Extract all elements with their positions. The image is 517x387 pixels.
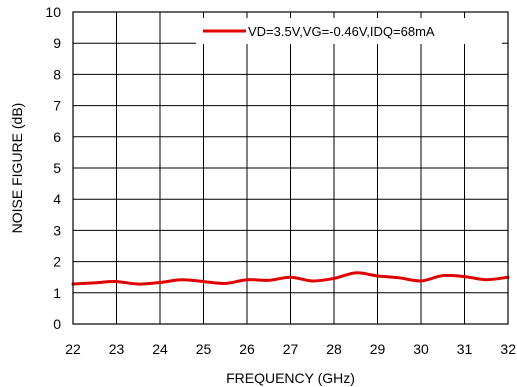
x-tick-label: 24 [152,341,168,357]
series-group [71,271,510,286]
x-tick-label: 31 [457,341,473,357]
plot-frame [72,11,509,325]
x-tick-label: 29 [370,341,386,357]
y-axis-title: NOISE FIGURE (dB) [9,103,25,234]
x-tick-label: 23 [109,341,125,357]
x-tick-label: 28 [326,341,342,357]
y-tick-label: 0 [53,316,61,332]
series-line-0 [71,271,510,286]
y-tick-label: 4 [53,191,61,207]
y-tick-label: 2 [53,254,61,270]
y-tick-label: 5 [53,160,61,176]
y-tick-labels: 0 1 2 3 4 5 6 7 8 9 10 [45,4,61,332]
x-tick-label: 27 [283,341,299,357]
y-tick-label: 6 [53,129,61,145]
x-tick-labels: 22 23 24 25 26 27 28 29 30 31 32 [65,341,516,357]
x-tick-label: 26 [239,341,255,357]
y-tick-label: 7 [53,98,61,114]
x-tick-label: 30 [413,341,429,357]
y-tick-label: 9 [53,35,61,51]
y-tick-label: 1 [53,285,61,301]
y-tick-label: 10 [45,4,61,20]
x-axis-title: FREQUENCY (GHz) [226,370,355,386]
x-tick-label: 32 [500,341,516,357]
y-tick-label: 3 [53,222,61,238]
legend-box [196,18,502,44]
legend-label: VD=3.5V,VG=-0.46V,IDQ=68mA [248,24,435,39]
x-tick-label: 25 [196,341,212,357]
legend: VD=3.5V,VG=-0.46V,IDQ=68mA [196,18,502,44]
x-tick-label: 22 [65,341,81,357]
y-tick-label: 8 [53,66,61,82]
